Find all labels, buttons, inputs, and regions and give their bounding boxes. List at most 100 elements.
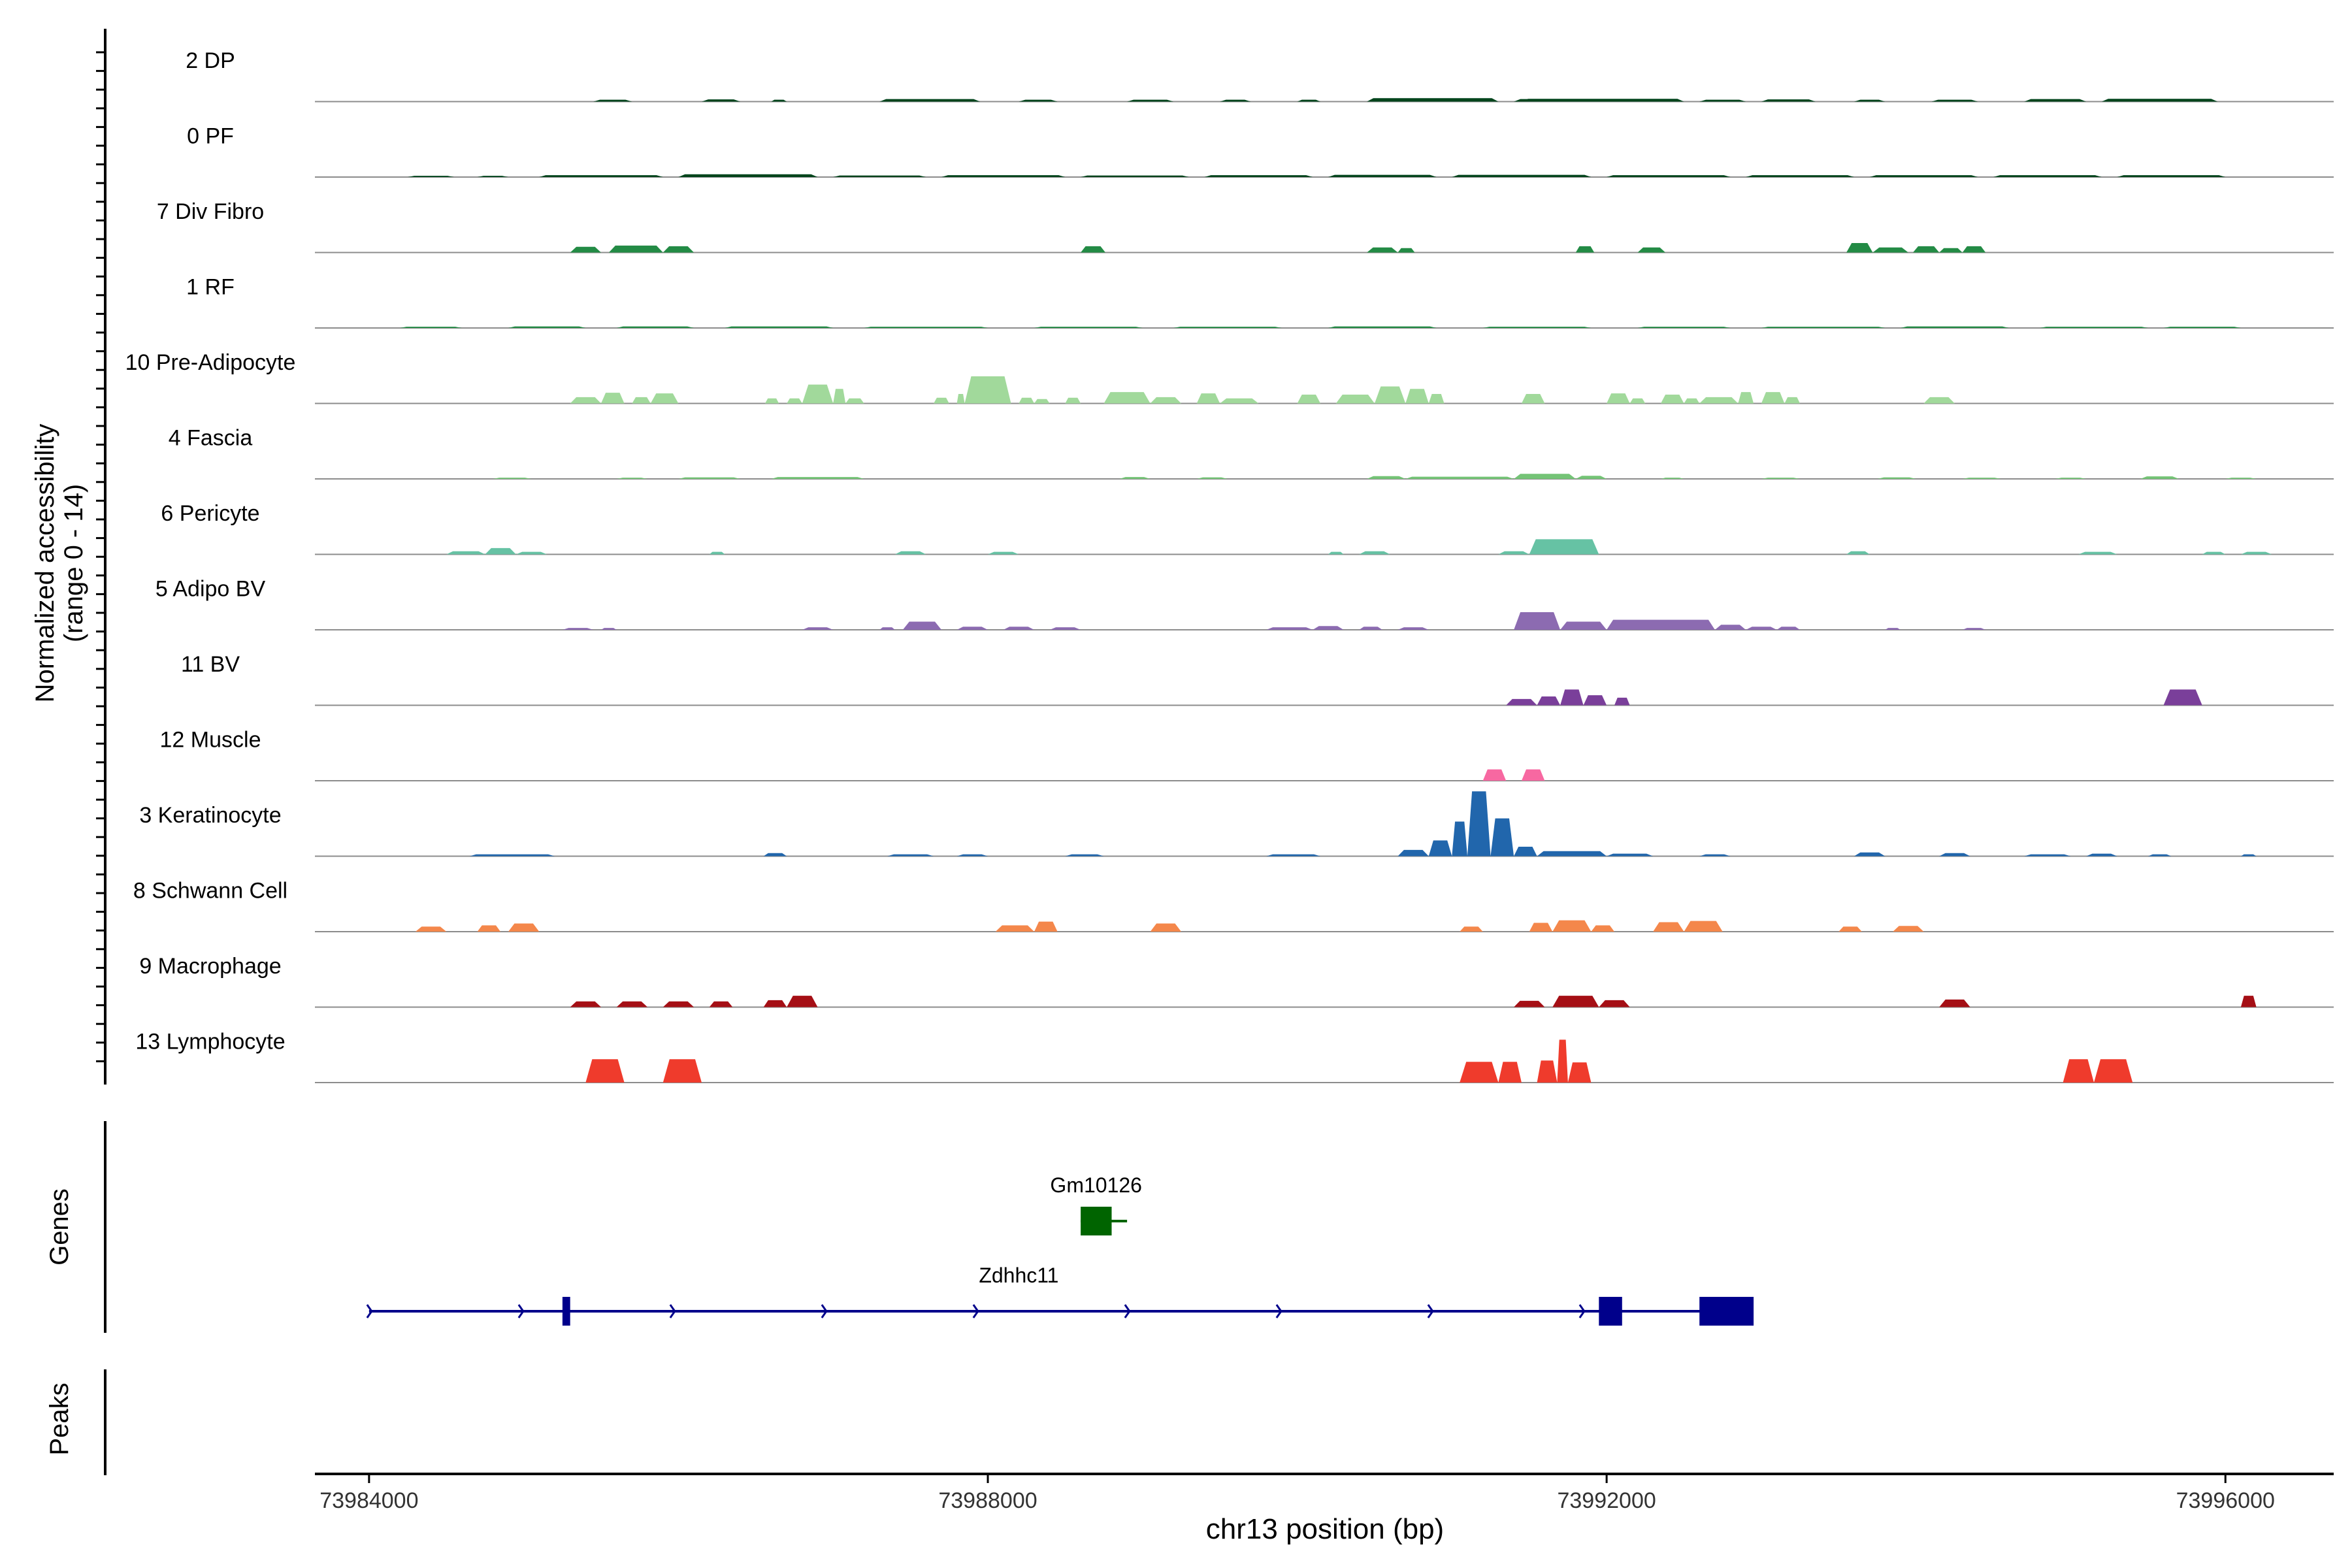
coverage-peak xyxy=(1614,697,1630,706)
coverage-peak xyxy=(2202,551,2226,555)
coverage-peak xyxy=(833,389,846,404)
coverage-peak xyxy=(1846,551,1870,555)
coverage-peak xyxy=(616,1001,648,1007)
track-label: 10 Pre-Adipocyte xyxy=(125,350,296,375)
coverage-peak xyxy=(1397,849,1429,857)
coverage-peak xyxy=(1962,628,1986,630)
coverage-peak xyxy=(1939,248,1963,253)
coverage-peak xyxy=(477,925,501,932)
track-label: 8 Schwann Cell xyxy=(133,879,287,904)
coverage-peak xyxy=(508,923,540,932)
track-13-lymphocyte: 13 Lymphocyte xyxy=(135,1030,2334,1083)
coverage-peak xyxy=(802,384,834,404)
coverage-peak xyxy=(1220,99,1251,102)
coverage-peak xyxy=(1367,476,1406,479)
coverage-peak xyxy=(1397,248,1415,253)
coverage-peak xyxy=(1761,392,1785,404)
coverage-peak xyxy=(1607,175,1731,177)
coverage-peak xyxy=(1962,478,2001,479)
coverage-peak xyxy=(771,99,787,102)
coverage-peak xyxy=(601,393,625,404)
coverage-peak xyxy=(678,174,818,177)
coverage-peak xyxy=(1939,999,1970,1007)
track-8-schwann-cell: 8 Schwann Cell xyxy=(133,879,2334,932)
coverage-peak xyxy=(1931,99,1978,102)
coverage-peak xyxy=(446,551,485,555)
coverage-peak xyxy=(593,99,632,102)
coverage-peak xyxy=(1328,326,1437,328)
coverage-peak xyxy=(2094,1059,2133,1083)
coverage-peak xyxy=(1019,397,1034,404)
coverage-peak xyxy=(1405,476,1514,479)
coverage-peak xyxy=(802,627,834,630)
coverage-peak xyxy=(1498,551,1529,555)
track-label: 2 DP xyxy=(186,48,235,73)
coverage-peak xyxy=(1335,395,1375,404)
coverage-peak xyxy=(1313,626,1344,630)
coverage-peak xyxy=(1962,246,1986,253)
coverage-peak xyxy=(1893,926,1924,932)
coverage-peak xyxy=(956,854,988,857)
gene-zdhhc11: Zdhhc11 xyxy=(366,1264,1754,1326)
coverage-peak xyxy=(1297,395,1321,404)
coverage-peak xyxy=(1514,847,1537,857)
coverage-peak xyxy=(616,478,648,479)
coverage-peak xyxy=(1266,854,1321,857)
coverage-peak xyxy=(2117,175,2226,177)
coverage-peak xyxy=(1653,922,1684,932)
coverage-peak xyxy=(1506,698,1537,706)
track-12-muscle: 12 Muscle xyxy=(160,728,2334,781)
coverage-peak xyxy=(616,326,694,328)
track-3-keratinocyte: 3 Keratinocyte xyxy=(139,791,2334,857)
coverage-peak xyxy=(1127,99,1174,102)
coverage-peak xyxy=(1428,840,1452,857)
y-axis-label: Normalized accessibility xyxy=(31,424,59,703)
coverage-peak xyxy=(1661,395,1684,404)
coverage-peak xyxy=(1901,326,2009,328)
coverage-peak xyxy=(934,397,949,404)
coverage-y-ticks xyxy=(96,51,105,1062)
coverage-peak xyxy=(1591,925,1614,932)
coverage-peak xyxy=(1854,99,1886,102)
coverage-peak xyxy=(415,926,447,932)
coverage-peak xyxy=(1738,392,1754,404)
coverage-peak xyxy=(515,551,547,555)
coverage-peak xyxy=(702,99,741,102)
coverage-peak xyxy=(1923,397,1955,404)
coverage-peak xyxy=(485,547,516,555)
coverage-peak xyxy=(1746,627,1777,630)
track-7-div-fibro: 7 Div Fibro xyxy=(157,199,2334,253)
coverage-peak xyxy=(894,551,926,555)
coverage-peak xyxy=(1150,923,1181,932)
track-label: 11 BV xyxy=(181,652,240,677)
coverage-peak xyxy=(1607,393,1630,404)
coverage-peak xyxy=(650,393,679,404)
coverage-peak xyxy=(2240,551,2272,555)
coverage-peak xyxy=(678,477,741,479)
coverage-peak xyxy=(662,1001,694,1007)
track-label: 9 Macrophage xyxy=(139,954,281,979)
coverage-peak xyxy=(1196,477,1228,479)
coverage-peak xyxy=(1583,695,1607,706)
coverage-peak xyxy=(864,327,988,328)
coverage-peak xyxy=(1034,921,1058,932)
coverage-peak xyxy=(1761,99,1816,102)
coverage-peak xyxy=(2063,1059,2094,1083)
track-label: 5 Adipo BV xyxy=(155,577,266,602)
coverage-peak xyxy=(1761,478,1801,479)
coverage-peak xyxy=(1537,1060,1558,1083)
track-label: 13 Lymphocyte xyxy=(135,1030,285,1054)
coverage-peak xyxy=(709,551,725,555)
coverage-peak xyxy=(1699,854,1731,857)
coverage-peak xyxy=(1482,327,1592,328)
coverage-peak xyxy=(1019,99,1058,102)
coverage-peak xyxy=(1065,397,1081,404)
track-label: 4 Fascia xyxy=(169,426,253,451)
x-tick-label: 73992000 xyxy=(1557,1488,1656,1513)
strand-arrow xyxy=(1275,1304,1282,1318)
coverage-peak xyxy=(765,398,779,404)
gene-label: Zdhhc11 xyxy=(979,1264,1058,1287)
coverage-peak xyxy=(1537,696,1561,706)
coverage-peak xyxy=(570,246,601,253)
